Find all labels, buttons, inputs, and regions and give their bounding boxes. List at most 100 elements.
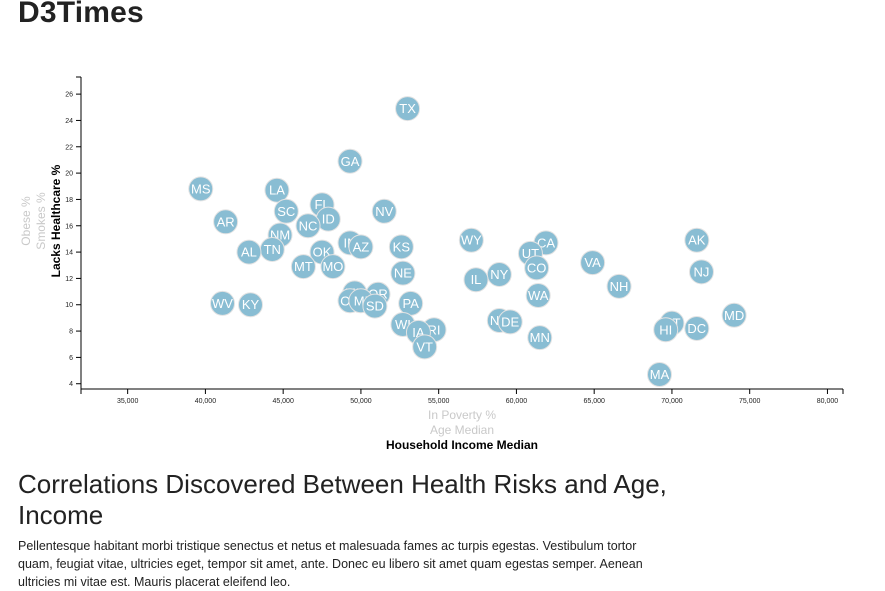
state-circle[interactable] xyxy=(395,96,421,122)
state-point-pa[interactable]: PA xyxy=(398,290,424,316)
state-circle[interactable] xyxy=(684,315,710,341)
state-point-ma[interactable]: MA xyxy=(646,362,672,388)
state-label: CA xyxy=(537,235,555,250)
state-circle[interactable] xyxy=(362,293,388,319)
state-circle[interactable] xyxy=(264,177,290,203)
state-circle[interactable] xyxy=(236,239,262,265)
state-circle[interactable] xyxy=(371,198,397,224)
state-point-la[interactable]: LA xyxy=(264,177,290,203)
state-label: IL xyxy=(471,272,482,287)
state-circle[interactable] xyxy=(646,362,672,388)
state-circle[interactable] xyxy=(388,234,414,260)
state-point-md[interactable]: MD xyxy=(721,302,747,328)
state-point-sd[interactable]: SD xyxy=(362,293,388,319)
state-point-nc[interactable]: NC xyxy=(295,213,321,239)
x-axis-option-2[interactable]: Household Income Median xyxy=(386,438,538,452)
state-label: MA xyxy=(650,367,670,382)
state-label: VT xyxy=(416,339,433,354)
state-circle[interactable] xyxy=(213,209,239,235)
state-point-de[interactable]: DE xyxy=(497,309,523,335)
scatter-chart: 35,000 40,000 45,000 50,000 55,000 60,000 65,0… xyxy=(19,76,844,452)
state-circle[interactable] xyxy=(653,317,679,343)
state-label: NJ xyxy=(694,264,710,279)
x-tick-label: 80,000 xyxy=(817,398,839,405)
state-circle[interactable] xyxy=(390,260,416,286)
state-label: TX xyxy=(399,101,416,116)
state-point-mo[interactable]: MO xyxy=(320,254,346,280)
state-label: CO xyxy=(527,260,547,275)
state-circle[interactable] xyxy=(188,176,214,202)
state-point-ms[interactable]: MS xyxy=(188,176,214,202)
state-label: GA xyxy=(341,154,360,169)
state-point-ar[interactable]: AR xyxy=(213,209,239,235)
state-point-id[interactable]: ID xyxy=(315,206,341,232)
state-label: TN xyxy=(264,242,281,257)
state-circle[interactable] xyxy=(238,292,264,318)
state-circle[interactable] xyxy=(525,283,551,309)
state-circle[interactable] xyxy=(458,227,484,253)
state-label: LA xyxy=(269,183,285,198)
x-axis-option-0[interactable]: In Poverty % xyxy=(428,408,496,422)
state-point-ne[interactable]: NE xyxy=(390,260,416,286)
state-point-vt[interactable]: VT xyxy=(412,334,438,360)
state-circle[interactable] xyxy=(295,213,321,239)
state-circle[interactable] xyxy=(580,250,606,276)
state-point-ky[interactable]: KY xyxy=(238,292,264,318)
state-label: DC xyxy=(687,321,706,336)
state-circle[interactable] xyxy=(684,227,710,253)
y-tick-label: 24 xyxy=(65,118,73,125)
state-point-sc[interactable]: SC xyxy=(273,198,299,224)
state-label: SC xyxy=(277,204,295,219)
state-point-ak[interactable]: AK xyxy=(684,227,710,253)
state-circle[interactable] xyxy=(273,198,299,224)
state-circle[interactable] xyxy=(412,334,438,360)
state-point-ks[interactable]: KS xyxy=(388,234,414,260)
state-label: NH xyxy=(610,279,629,294)
state-point-al[interactable]: AL xyxy=(236,239,262,265)
state-circle[interactable] xyxy=(348,234,374,260)
state-point-va[interactable]: VA xyxy=(580,250,606,276)
y-axis-option-2[interactable]: Lacks Healthcare % xyxy=(49,164,63,277)
state-circle[interactable] xyxy=(210,290,236,316)
state-circle[interactable] xyxy=(497,309,523,335)
state-circle[interactable] xyxy=(606,273,632,299)
state-point-co[interactable]: CO xyxy=(524,255,550,281)
state-circle[interactable] xyxy=(527,325,553,351)
state-circle[interactable] xyxy=(688,259,714,285)
state-circle[interactable] xyxy=(320,254,346,280)
state-circle[interactable] xyxy=(721,302,747,328)
x-axis-option-1[interactable]: Age Median xyxy=(430,423,494,437)
y-axis-option-1[interactable]: Smokes % xyxy=(34,192,48,250)
state-label: AK xyxy=(688,233,706,248)
state-point-ny[interactable]: NY xyxy=(486,261,512,287)
state-circle[interactable] xyxy=(463,267,489,293)
state-point-wa[interactable]: WA xyxy=(525,283,551,309)
y-axis-label-group: Obese % Smokes % Lacks Healthcare % xyxy=(19,164,63,277)
state-circle[interactable] xyxy=(337,148,363,174)
state-point-il[interactable]: IL xyxy=(463,267,489,293)
state-point-az[interactable]: AZ xyxy=(348,234,374,260)
y-axis: 4 6 8 10 12 14 16 18 20 22 24 26 xyxy=(65,76,82,389)
state-point-fl[interactable]: FL xyxy=(309,192,335,218)
state-point-wv[interactable]: WV xyxy=(210,290,236,316)
state-point-hi[interactable]: HI xyxy=(653,317,679,343)
y-tick-label: 10 xyxy=(65,302,73,309)
state-point-nj[interactable]: NJ xyxy=(688,259,714,285)
x-tick-label: 40,000 xyxy=(195,398,217,405)
state-point-ga[interactable]: GA xyxy=(337,148,363,174)
state-point-nh[interactable]: NH xyxy=(606,273,632,299)
y-axis-option-0[interactable]: Obese % xyxy=(19,196,33,246)
state-circle[interactable] xyxy=(524,255,550,281)
state-circle[interactable] xyxy=(290,254,316,280)
article-title: Correlations Discovered Between Health R… xyxy=(18,469,667,530)
state-point-tn[interactable]: TN xyxy=(259,236,285,262)
state-label: NC xyxy=(299,218,318,233)
state-point-dc[interactable]: DC xyxy=(684,315,710,341)
state-point-wy[interactable]: WY xyxy=(458,227,484,253)
x-tick-label: 55,000 xyxy=(428,398,450,405)
y-tick-label: 18 xyxy=(65,197,73,204)
state-point-tx[interactable]: TX xyxy=(395,96,421,122)
state-point-nv[interactable]: NV xyxy=(371,198,397,224)
state-point-mn[interactable]: MN xyxy=(527,325,553,351)
state-point-mt[interactable]: MT xyxy=(290,254,316,280)
